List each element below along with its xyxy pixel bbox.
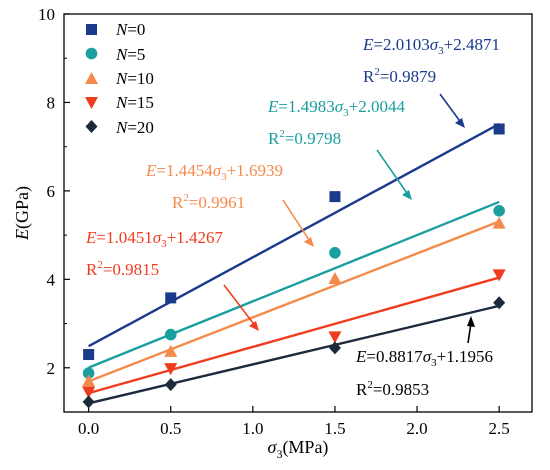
legend-marker: [85, 120, 98, 133]
legend-marker: [85, 72, 98, 84]
data-point: [164, 363, 178, 376]
legend-marker: [86, 24, 97, 35]
y-axis-label: E(GPa): [12, 186, 33, 241]
data-point: [328, 331, 342, 344]
legend-entry: N=10: [85, 69, 154, 88]
data-point: [493, 296, 506, 310]
data-point: [164, 378, 177, 392]
legend-label: N=20: [115, 118, 154, 137]
legend-label: N=0: [115, 20, 145, 39]
equation-annotation: E=1.4983σ3+2.0044: [267, 97, 405, 119]
data-point: [493, 123, 505, 135]
x-tick-label: 2.5: [489, 419, 510, 438]
arrowhead-icon: [304, 237, 314, 247]
r2-annotation: R2=0.9815: [86, 259, 159, 279]
x-tick-label: 0.0: [78, 419, 99, 438]
data-point: [82, 367, 95, 379]
arrowhead-icon: [402, 190, 412, 200]
r2-annotation: R2=0.9961: [172, 192, 245, 212]
data-point: [492, 269, 506, 282]
y-tick-label: 4: [47, 270, 56, 289]
x-tick-label: 0.5: [160, 419, 181, 438]
data-point: [493, 204, 505, 217]
data-point: [83, 349, 95, 361]
legend-label: N=15: [115, 93, 154, 112]
legend-marker: [85, 47, 98, 60]
legend-entry: N=0: [86, 20, 145, 39]
data-point: [492, 216, 506, 229]
data-point: [328, 341, 341, 355]
data-point: [329, 191, 341, 203]
plot-frame: [63, 13, 533, 413]
r2-annotation: R2=0.9798: [268, 128, 341, 148]
equation-annotation: E=1.4454σ3+1.6939: [145, 161, 283, 183]
fit-line: [88, 200, 500, 369]
data-point: [329, 247, 341, 259]
fit-line: [88, 304, 500, 405]
legend-entry: N=5: [85, 45, 145, 64]
arrow-line: [439, 93, 463, 125]
x-axis-label: σ3(MPa): [268, 437, 329, 461]
x-tick-label: 2.0: [406, 419, 427, 438]
arrowhead-icon: [249, 321, 259, 331]
data-point: [165, 292, 177, 304]
legend: N=0 N=5 N=10 N=15 N=20: [85, 20, 154, 137]
annotation-arrows: [223, 93, 475, 344]
data-point: [328, 271, 342, 284]
data-point: [164, 328, 177, 341]
y-tick-label: 8: [47, 93, 56, 112]
arrowhead-icon: [467, 316, 475, 327]
r2-annotation: R2=0.9879: [363, 66, 436, 86]
legend-entry: N=20: [85, 118, 154, 137]
data-point: [82, 374, 96, 387]
r2-annotation: R2=0.9853: [356, 379, 429, 399]
arrowhead-icon: [455, 118, 465, 128]
chart-marks: 0.0 0.5 1.0 1.5 2.0 2.5 2 4 6 8 10: [38, 5, 510, 438]
equation-annotation: E=0.8817σ3+1.1956: [355, 347, 493, 369]
legend-label: N=10: [115, 69, 154, 88]
fit-line: [88, 122, 500, 348]
equation-annotation: E=1.0451σ3+1.4267: [85, 228, 223, 250]
y-tick-label: 2: [47, 359, 56, 378]
data-point: [82, 395, 95, 409]
data-point: [82, 386, 96, 399]
y-tick-label: 10: [38, 5, 55, 24]
arrow-line: [282, 199, 312, 244]
fit-line: [88, 220, 500, 383]
legend-label: N=5: [115, 45, 145, 64]
legend-marker: [85, 97, 98, 109]
data-point: [164, 344, 178, 357]
x-tick-label: 1.0: [242, 419, 263, 438]
annotations: E=2.0103σ3+2.4871 R2=0.9879 E=1.4983σ3+2…: [85, 35, 500, 399]
arrow-line: [376, 149, 410, 197]
arrow-line: [223, 284, 257, 328]
fit-line: [88, 276, 500, 395]
equation-annotation: E=2.0103σ3+2.4871: [362, 35, 500, 57]
legend-entry: N=15: [85, 93, 154, 112]
x-tick-label: 1.5: [324, 419, 345, 438]
y-tick-label: 6: [47, 182, 56, 201]
